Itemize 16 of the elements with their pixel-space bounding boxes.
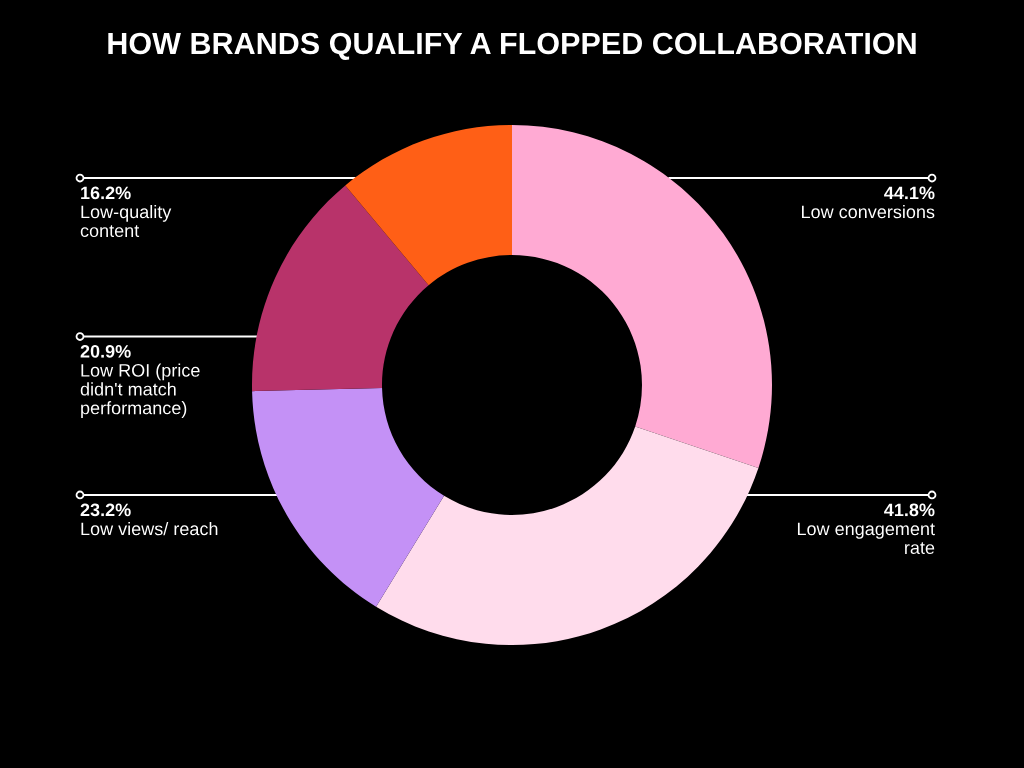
slice-label: Low engagement rate [797,522,935,555]
donut-slice [512,125,772,468]
data-label: 44.1% [884,186,935,200]
slice-label: Low ROI (price didn't match performance) [80,363,200,418]
donut-slice [345,125,512,286]
data-label: 16.2% [81,186,131,200]
data-label: 20.9% [80,344,131,358]
data-label: 41.8% [884,503,935,517]
data-label: 23.2% [80,503,131,517]
chart-title: HOW BRANDS QUALIFY A FLOPPED COLLABORATION [108,32,916,60]
donut-slice [252,185,429,392]
slice-label: Low-quality content [80,205,172,238]
slice-label: Low conversions [802,205,935,219]
slice-label: Low views/ reach [81,522,218,536]
donut-slice [376,426,759,645]
donut-slice [252,388,445,607]
